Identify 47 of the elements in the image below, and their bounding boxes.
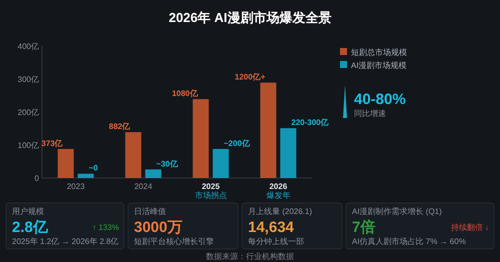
bar bbox=[78, 174, 94, 178]
annotation: 1080亿 bbox=[172, 89, 199, 98]
annotation: 1200亿+ bbox=[234, 72, 266, 82]
legend-label: 短剧总市场规模 bbox=[351, 48, 407, 57]
text: 7倍 bbox=[352, 219, 376, 236]
y-tick-label: 200亿 bbox=[18, 108, 39, 117]
annotation: ~0 bbox=[88, 164, 98, 173]
annotation: ~200亿 bbox=[224, 138, 251, 148]
x-tick-label: 2025 bbox=[202, 182, 220, 191]
text: 40-80% bbox=[354, 91, 406, 108]
annotation: 220-300亿 bbox=[291, 118, 330, 128]
text: 同比增速 bbox=[354, 109, 386, 118]
annotation: 373亿 bbox=[41, 138, 64, 148]
x-tick-label: 2026 bbox=[269, 182, 288, 191]
x-tick-label: 2024 bbox=[134, 182, 153, 191]
bar bbox=[125, 132, 142, 178]
annotation: 882亿 bbox=[108, 122, 132, 132]
bar bbox=[212, 148, 229, 178]
legend-label: AI漫剧市场规模 bbox=[351, 61, 407, 70]
text: 每分钟上线一部 bbox=[248, 237, 304, 246]
bar bbox=[192, 99, 209, 178]
annotation: ~30亿 bbox=[156, 159, 179, 168]
text: 月上线量 (2026.1) bbox=[248, 207, 312, 216]
bar bbox=[145, 169, 162, 178]
text: AI漫剧制作需求增长 (Q1) bbox=[352, 207, 442, 216]
text: 3000万 bbox=[134, 219, 182, 236]
text: AI仿真人剧市场占比 7% → 60% bbox=[352, 237, 466, 246]
text: 短剧平台核心增长引擎 bbox=[134, 237, 214, 246]
bar bbox=[280, 128, 296, 178]
x-tick-label: 2023 bbox=[66, 182, 86, 191]
text: 2025年 1.2亿 → 2026年 2.8亿 bbox=[12, 237, 119, 246]
text: 日活峰值 bbox=[134, 207, 166, 216]
text: 14,634 bbox=[248, 219, 295, 236]
y-tick-label: 100亿 bbox=[18, 141, 39, 150]
bar bbox=[260, 82, 276, 178]
y-tick-label: 0 bbox=[34, 174, 40, 183]
bar bbox=[58, 148, 74, 178]
text: 市场拐点 bbox=[194, 191, 227, 200]
source-note: 数据来源：行业机构数据 bbox=[206, 252, 294, 261]
chart-title: 2026年 AI漫剧市场爆发全景 bbox=[168, 10, 332, 25]
text: 爆发年 bbox=[266, 191, 290, 200]
text: 2.8亿 bbox=[12, 219, 49, 236]
text: 持续翻倍 ↓ bbox=[450, 223, 489, 232]
text: ↑ 133% bbox=[92, 223, 119, 232]
y-tick-label: 400亿 bbox=[18, 42, 39, 51]
y-tick-label: 300亿 bbox=[18, 75, 39, 84]
text: 用户规模 bbox=[12, 207, 44, 216]
